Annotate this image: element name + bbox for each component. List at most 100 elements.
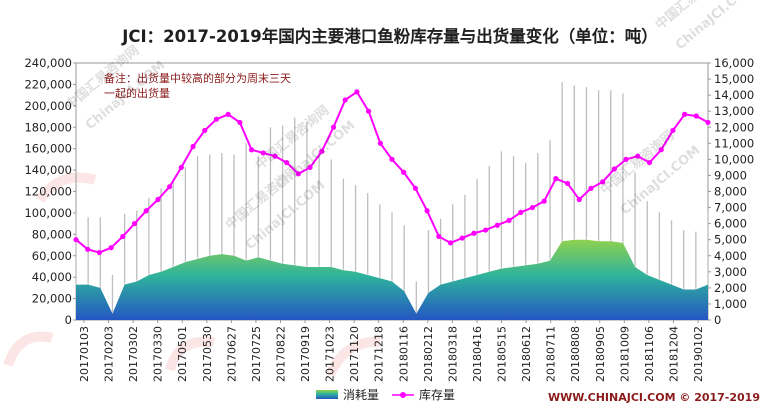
inventory-point — [73, 237, 79, 243]
x-axis-tick-label: 20190102 — [692, 326, 705, 382]
left-axis-tick-label: 240,000 — [24, 56, 72, 70]
inventory-point — [412, 185, 419, 191]
inventory-point — [401, 169, 407, 175]
right-axis-tick-label: 6,000 — [714, 217, 747, 231]
inventory-point — [342, 97, 348, 103]
inventory-point — [447, 240, 454, 246]
x-axis-tick-label: 20181204 — [667, 326, 680, 382]
x-axis-tick-label: 20181106 — [643, 326, 656, 382]
x-axis-tick-label: 20170530 — [201, 326, 214, 382]
right-axis-tick-label: 7,000 — [714, 201, 747, 215]
inventory-point — [167, 184, 173, 190]
left-axis-tick-label: 120,000 — [24, 185, 72, 199]
left-axis-tick-label: 20,000 — [32, 292, 72, 306]
inventory-point — [213, 116, 220, 122]
legend-label-inventory: 库存量 — [419, 387, 455, 402]
right-axis-tick-label: 3,000 — [714, 265, 747, 279]
x-axis: 20170103 20170203 20170302 20170330 20170501… — [78, 320, 705, 382]
watermark-text-8: ChinaJCI.COM — [618, 143, 703, 218]
inventory-point — [623, 156, 629, 162]
right-axis-tick-label: 4,000 — [714, 249, 747, 263]
inventory-point — [459, 235, 465, 241]
right-axis-tick-label: 5,000 — [714, 233, 747, 247]
inventory-line — [73, 89, 711, 256]
inventory-point — [284, 159, 290, 166]
right-axis-tick-label: 16,000 — [714, 56, 754, 70]
inventory-point — [377, 140, 383, 146]
right-axis-tick-label: 2,000 — [714, 281, 747, 295]
x-axis-tick-label: 20170330 — [152, 326, 165, 382]
right-axis-tick-label: 0 — [714, 313, 721, 327]
inventory-point — [365, 108, 372, 114]
right-axis-tick-label: 1,000 — [714, 297, 747, 311]
x-axis-tick-label: 20170203 — [103, 326, 116, 382]
inventory-point — [190, 143, 196, 150]
right-axis-tick-label: 8,000 — [714, 185, 747, 199]
chart-annotation-line-2: 一起的出货量 — [104, 86, 170, 100]
inventory-point — [131, 221, 138, 227]
inventory-point — [529, 204, 536, 211]
right-axis-tick-label: 13,000 — [714, 104, 754, 118]
inventory-point — [120, 233, 126, 240]
inventory-point — [494, 222, 500, 228]
inventory-point — [319, 148, 325, 154]
left-axis-tick-label: 40,000 — [32, 270, 72, 284]
inventory-point — [143, 208, 149, 214]
x-axis-tick-label: 20180212 — [422, 326, 435, 382]
inventory-point — [108, 245, 114, 251]
footer-copyright: WWW.CHINAJCI.COM © 2017-2019 — [548, 391, 760, 404]
watermark-logo — [3, 172, 381, 378]
chart-annotation-line-1: 备注：出货量中较高的部分为周末三天 — [104, 71, 291, 85]
x-axis-tick-label: 20170725 — [250, 326, 263, 382]
inventory-point — [354, 89, 360, 95]
inventory-point — [225, 111, 231, 117]
right-axis-tick-label: 14,000 — [714, 88, 754, 102]
left-axis-tick-label: 160,000 — [24, 142, 72, 156]
inventory-point — [506, 217, 512, 224]
inventory-point — [330, 124, 337, 130]
x-axis-tick-label: 20170103 — [78, 326, 91, 382]
x-axis-tick-label: 20170822 — [274, 326, 287, 382]
legend: 消耗量 库存量 — [316, 387, 455, 402]
inventory-point — [658, 147, 664, 153]
inventory-point — [202, 127, 208, 134]
right-axis-tick-label: 10,000 — [714, 152, 754, 166]
inventory-point — [553, 176, 559, 182]
inventory-point — [85, 246, 91, 252]
inventory-point — [564, 180, 571, 187]
x-axis-tick-label: 20171023 — [324, 326, 337, 382]
inventory-point — [576, 196, 582, 203]
right-axis-tick-label: 11,000 — [714, 136, 754, 150]
inventory-point — [436, 233, 442, 240]
chart-title: JCI：2017-2019年国内主要港口鱼粉库存量与出货量变化（单位：吨） — [121, 26, 658, 46]
consumption-base-area — [76, 239, 708, 320]
inventory-point — [389, 156, 395, 162]
inventory-point — [237, 119, 243, 126]
inventory-point — [178, 164, 184, 171]
x-axis-tick-label: 20171218 — [373, 326, 386, 382]
watermark-text-7: 中国汇易咨询网 — [597, 127, 677, 198]
inventory-point — [541, 198, 547, 204]
inventory-point — [96, 249, 103, 256]
x-axis-tick-label: 20180416 — [471, 326, 484, 382]
left-axis-tick-label: 60,000 — [32, 249, 72, 263]
watermark-text-5: 中国汇易咨询网 — [252, 102, 332, 173]
x-axis-tick-label: 20170501 — [176, 326, 189, 382]
inventory-point — [272, 153, 278, 159]
inventory-point — [260, 150, 266, 156]
inventory-point — [693, 113, 699, 119]
legend-swatch-inventory-marker — [400, 392, 406, 398]
x-axis-tick-label: 20171120 — [348, 326, 361, 382]
right-axis-tick-label: 15,000 — [714, 72, 754, 86]
left-axis: 0 20,000 40,000 60,000 80,000 100,000 120,000 1… — [24, 56, 76, 327]
inventory-point — [471, 230, 477, 236]
x-axis-tick-label: 20180515 — [496, 326, 509, 382]
left-axis-tick-label: 180,000 — [24, 120, 72, 134]
left-axis-tick-label: 0 — [65, 313, 72, 327]
right-axis-tick-label: 12,000 — [714, 120, 754, 134]
x-axis-tick-label: 20180711 — [545, 326, 558, 382]
right-axis-tick-label: 9,000 — [714, 168, 747, 182]
inventory-point — [681, 111, 688, 117]
